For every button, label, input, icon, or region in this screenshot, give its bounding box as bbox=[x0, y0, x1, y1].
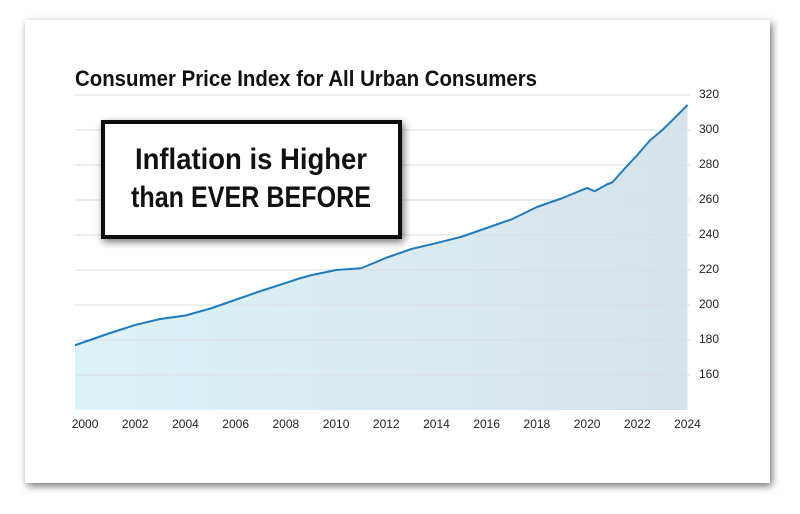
x-tick-label: 2018 bbox=[524, 417, 551, 431]
x-tick-label: 2022 bbox=[624, 417, 651, 431]
y-tick-label: 160 bbox=[699, 367, 719, 381]
y-tick-label: 220 bbox=[699, 262, 719, 276]
x-tick-label: 2024 bbox=[674, 417, 701, 431]
y-tick-label: 200 bbox=[699, 297, 719, 311]
area bbox=[75, 104, 688, 410]
x-tick-label: 2010 bbox=[323, 417, 350, 431]
x-tick-label: 2002 bbox=[122, 417, 149, 431]
chart-title: Consumer Price Index for All Urban Consu… bbox=[75, 66, 537, 91]
x-tick-label: 2012 bbox=[373, 417, 400, 431]
x-tick-label: 2000 bbox=[72, 417, 99, 431]
y-tick-label: 320 bbox=[699, 87, 719, 101]
x-tick-label: 2006 bbox=[222, 417, 249, 431]
x-tick-label: 2016 bbox=[473, 417, 500, 431]
y-tick-label: 240 bbox=[699, 227, 719, 241]
y-tick-label: 180 bbox=[699, 332, 719, 346]
y-tick-label: 260 bbox=[699, 192, 719, 206]
y-tick-label: 300 bbox=[699, 122, 719, 136]
y-tick-label: 280 bbox=[699, 157, 719, 171]
annotation-text: than EVER BEFORE bbox=[131, 181, 371, 214]
x-tick-label: 2014 bbox=[423, 417, 450, 431]
annotation-box bbox=[101, 120, 402, 239]
line bbox=[74, 104, 689, 347]
annotation-text: Inflation is Higher bbox=[135, 143, 367, 176]
x-tick-label: 2020 bbox=[574, 417, 601, 431]
x-tick-label: 2008 bbox=[273, 417, 300, 431]
x-tick-label: 2004 bbox=[172, 417, 199, 431]
